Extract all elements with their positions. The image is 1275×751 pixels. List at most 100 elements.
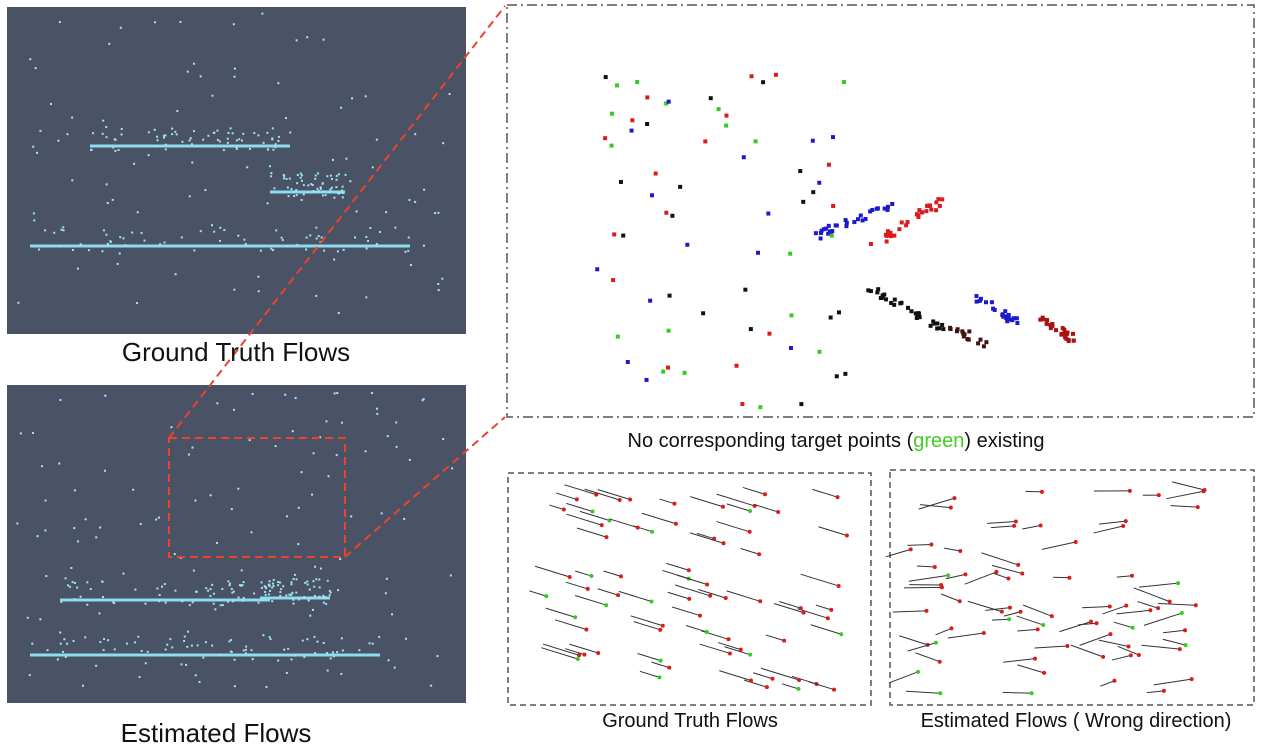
decor: [1050, 614, 1054, 618]
decor: [227, 138, 229, 140]
decor: [1053, 577, 1069, 578]
decor: [74, 598, 76, 600]
decor: [888, 233, 892, 237]
decor: [1010, 318, 1014, 322]
decor: [187, 71, 189, 73]
decor: [1071, 645, 1103, 657]
decor: [220, 604, 222, 606]
decor: [796, 687, 800, 691]
decor: [1050, 324, 1054, 328]
decor: [604, 603, 608, 607]
decor: [134, 641, 136, 643]
decor: [1124, 519, 1128, 523]
decor: [16, 522, 18, 524]
decor: [60, 643, 62, 645]
decor: [604, 571, 621, 576]
decor: [1066, 331, 1070, 335]
decor: [935, 321, 939, 325]
decor: [929, 324, 933, 328]
decor: [195, 591, 197, 593]
decor: [1025, 491, 1042, 492]
decor: [1131, 626, 1135, 630]
decor: [275, 229, 277, 231]
decor: [1116, 610, 1150, 614]
decor: [258, 602, 260, 604]
decor: [189, 604, 191, 606]
point-cloud-top: [7, 7, 466, 334]
decor: [386, 578, 388, 580]
decor: [938, 660, 942, 664]
decor: [739, 648, 743, 652]
decor: [892, 234, 896, 238]
decor: [98, 612, 100, 614]
decor: [242, 133, 244, 135]
decor: [57, 658, 59, 660]
decor: [437, 212, 439, 214]
decor: [450, 574, 452, 576]
decor: [251, 649, 253, 651]
decor: [314, 191, 316, 193]
decor: [1089, 620, 1093, 624]
decor: [209, 595, 211, 597]
decor: [62, 651, 64, 653]
decor: [755, 505, 778, 512]
decor: [71, 179, 73, 181]
decor: [301, 174, 303, 176]
decor: [202, 657, 204, 659]
decor: [616, 335, 620, 339]
decor: [634, 622, 661, 630]
decor: [638, 653, 661, 660]
decor: [928, 203, 932, 207]
decor: [949, 327, 953, 331]
decor: [757, 552, 761, 556]
decor: [286, 672, 288, 674]
decor: [924, 209, 928, 213]
decor: [272, 249, 274, 251]
decor: [310, 597, 312, 599]
decor: [85, 518, 87, 520]
decor: [101, 250, 103, 252]
decor: [219, 599, 221, 601]
decor: [938, 691, 942, 695]
decor: [1138, 602, 1159, 609]
decor: [814, 231, 818, 235]
zoom-panel: [507, 5, 1254, 417]
decor: [330, 592, 332, 594]
decor: [283, 177, 285, 179]
decor: [245, 652, 247, 654]
decor: [119, 236, 121, 238]
decor: [270, 638, 272, 640]
decor: [619, 591, 652, 601]
decor: [175, 273, 177, 275]
decor: [147, 651, 149, 653]
decor: [270, 248, 272, 250]
decor: [774, 73, 778, 77]
decor: [306, 237, 308, 239]
decor: [328, 191, 330, 193]
decor: [1128, 489, 1132, 493]
decor: [292, 430, 294, 432]
decor: [749, 678, 753, 682]
decor: [423, 245, 425, 247]
decor: [907, 544, 931, 545]
decor: [306, 36, 308, 38]
decor: [1112, 679, 1116, 683]
decor: [667, 329, 671, 333]
decor: [442, 142, 444, 144]
decor: [916, 653, 940, 662]
decor: [60, 601, 62, 603]
decor: [648, 299, 652, 303]
decor: [968, 601, 1002, 611]
decor: [291, 658, 293, 660]
decor: [120, 27, 122, 29]
decor: [961, 331, 965, 335]
decor: [1023, 605, 1052, 616]
decor: [234, 76, 236, 78]
decor: [1142, 645, 1180, 649]
decor: [107, 639, 109, 641]
decor: [727, 591, 761, 601]
decor: [345, 158, 347, 160]
decor: [326, 175, 328, 177]
decor: [233, 289, 235, 291]
decor: [333, 197, 335, 199]
